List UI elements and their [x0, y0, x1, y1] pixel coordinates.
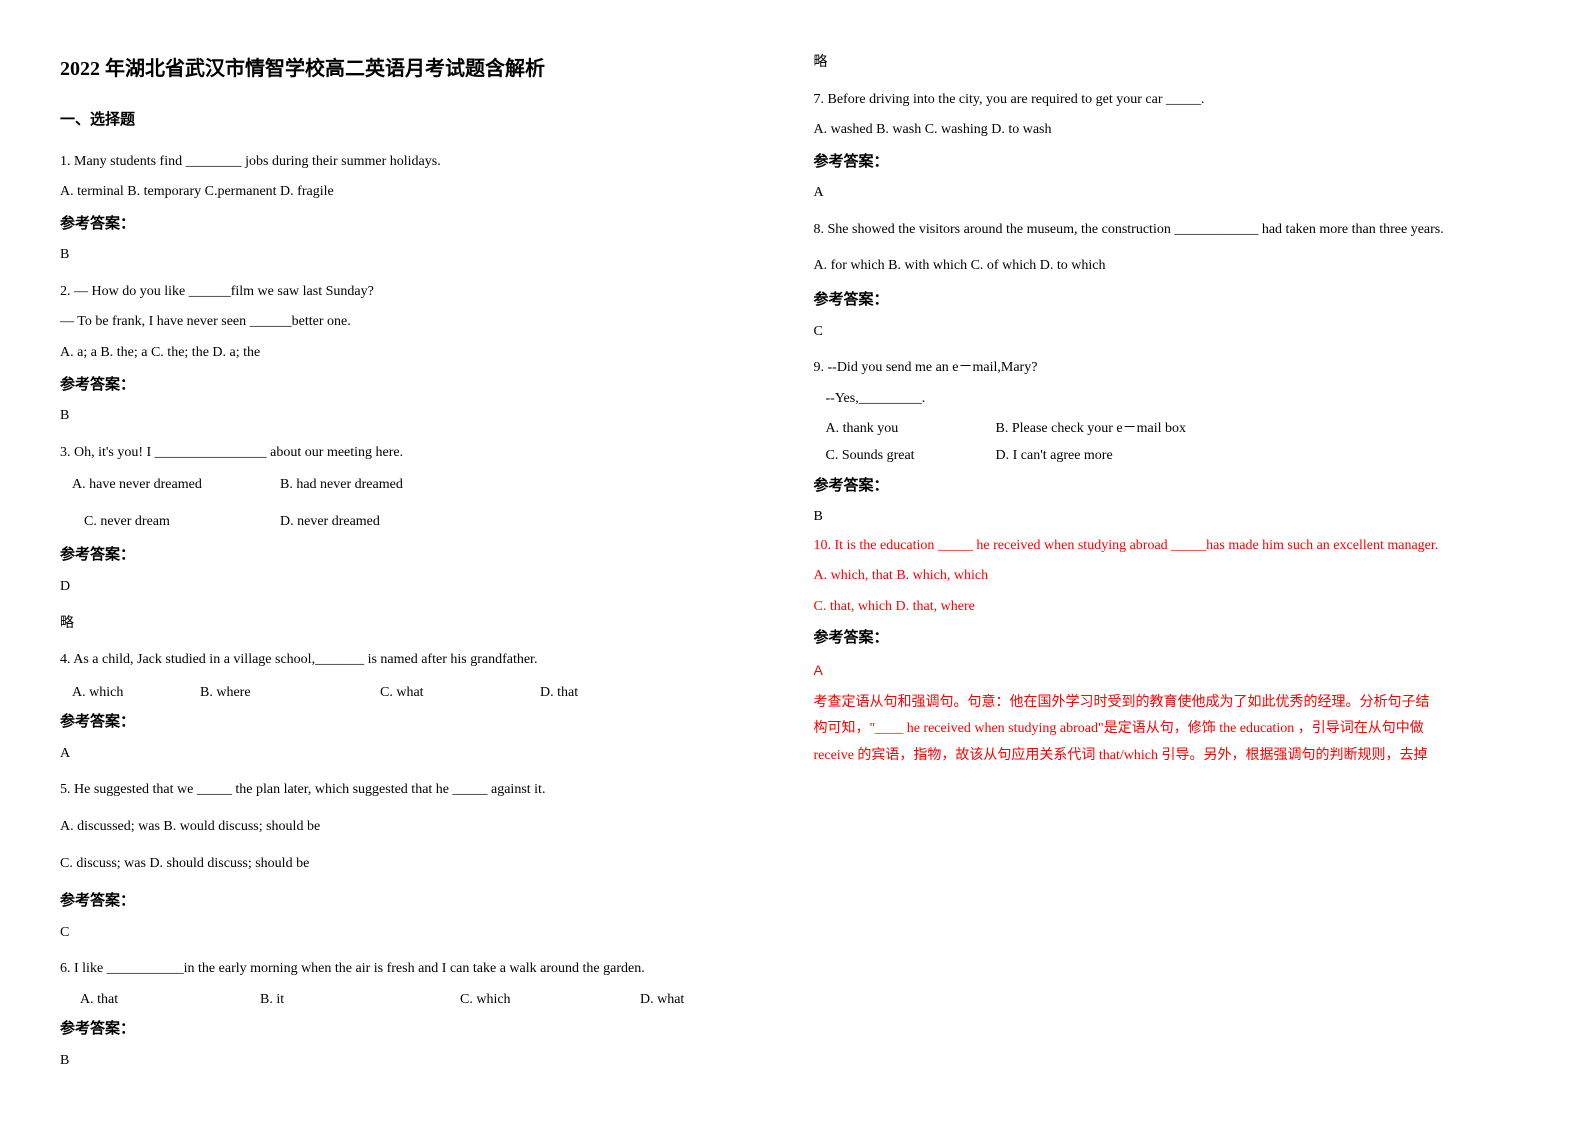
- q10-ans-label: 参考答案：: [814, 624, 1528, 653]
- q9-optA: A. thank you: [826, 416, 996, 443]
- q5-options2: C. discuss; was D. should discuss; shoul…: [60, 851, 774, 878]
- q3-optC: C. never dream: [60, 509, 280, 536]
- q2-ans-label: 参考答案：: [60, 371, 774, 400]
- q6-note: 略: [814, 50, 1528, 77]
- q1-ans-label: 参考答案：: [60, 210, 774, 239]
- q2-answer: B: [60, 403, 774, 430]
- q9-optC: C. Sounds great: [826, 443, 996, 470]
- q7-options: A. washed B. wash C. washing D. to wash: [814, 117, 1528, 144]
- q4-optB: B. where: [200, 680, 380, 707]
- q2-options: A. a; a B. the; a C. the; the D. a; the: [60, 340, 774, 367]
- q7-answer: A: [814, 180, 1528, 207]
- q5-stem: 5. He suggested that we _____ the plan l…: [60, 777, 774, 804]
- q3-answer: D: [60, 574, 774, 601]
- q10-options2: C. that, which D. that, where: [814, 594, 1528, 621]
- q3-stem: 3. Oh, it's you! I ________________ abou…: [60, 440, 774, 467]
- q9-ans-label: 参考答案：: [814, 472, 1528, 501]
- q4-stem: 4. As a child, Jack studied in a village…: [60, 647, 774, 674]
- q8-ans-label: 参考答案：: [814, 286, 1528, 315]
- q10-exp2: 构可知，"____ he received when studying abro…: [814, 716, 1528, 743]
- q9-optD: D. I can't agree more: [996, 443, 1113, 470]
- q8-options: A. for which B. with which C. of which D…: [814, 253, 1528, 280]
- q2-line1: 2. — How do you like ______film we saw l…: [60, 279, 774, 306]
- q1-options: A. terminal B. temporary C.permanent D. …: [60, 179, 774, 206]
- q7-ans-label: 参考答案：: [814, 148, 1528, 177]
- q9-answer: B: [814, 504, 1528, 531]
- q8-answer: C: [814, 319, 1528, 346]
- q3-ans-label: 参考答案：: [60, 541, 774, 570]
- q6-optB: B. it: [260, 987, 460, 1014]
- q4-answer: A: [60, 741, 774, 768]
- q6-ans-label: 参考答案：: [60, 1015, 774, 1044]
- q4-optC: C. what: [380, 680, 540, 707]
- q6-optA: A. that: [80, 987, 260, 1014]
- q9-line2: --Yes,_________.: [814, 386, 1528, 413]
- page-title: 2022 年湖北省武汉市情智学校高二英语月考试题含解析: [60, 50, 774, 88]
- q4-optD: D. that: [540, 680, 578, 707]
- q3-note: 略: [60, 611, 774, 638]
- q1-answer: B: [60, 242, 774, 269]
- q4-optA: A. which: [60, 680, 200, 707]
- q6-optC: C. which: [460, 987, 640, 1014]
- q10-options1: A. which, that B. which, which: [814, 563, 1528, 590]
- q3-optD: D. never dreamed: [280, 509, 380, 536]
- q6-stem: 6. I like ___________in the early mornin…: [60, 956, 774, 983]
- q10-exp3: receive 的宾语，指物，故该从句应用关系代词 that/which 引导。…: [814, 743, 1528, 770]
- q9-line1: 9. --Did you send me an e－mail,Mary?: [814, 355, 1528, 382]
- q10-stem: 10. It is the education _____ he receive…: [814, 533, 1528, 560]
- q4-ans-label: 参考答案：: [60, 708, 774, 737]
- q3-optB: B. had never dreamed: [280, 472, 403, 499]
- q5-answer: C: [60, 920, 774, 947]
- q6-answer: B: [60, 1048, 774, 1075]
- section-heading: 一、选择题: [60, 106, 774, 135]
- q7-stem: 7. Before driving into the city, you are…: [814, 87, 1528, 114]
- q9-optB: B. Please check your e－mail box: [996, 416, 1187, 443]
- q3-optA: A. have never dreamed: [60, 472, 280, 499]
- q1-stem: 1. Many students find ________ jobs duri…: [60, 149, 774, 176]
- q10-exp1: 考查定语从句和强调句。句意：他在国外学习时受到的教育使他成为了如此优秀的经理。分…: [814, 690, 1528, 717]
- q5-options1: A. discussed; was B. would discuss; shou…: [60, 814, 774, 841]
- q8-stem: 8. She showed the visitors around the mu…: [814, 217, 1528, 244]
- q5-ans-label: 参考答案：: [60, 887, 774, 916]
- q2-line2: — To be frank, I have never seen ______b…: [60, 309, 774, 336]
- q6-optD: D. what: [640, 987, 684, 1014]
- q10-answer: A: [814, 657, 1528, 684]
